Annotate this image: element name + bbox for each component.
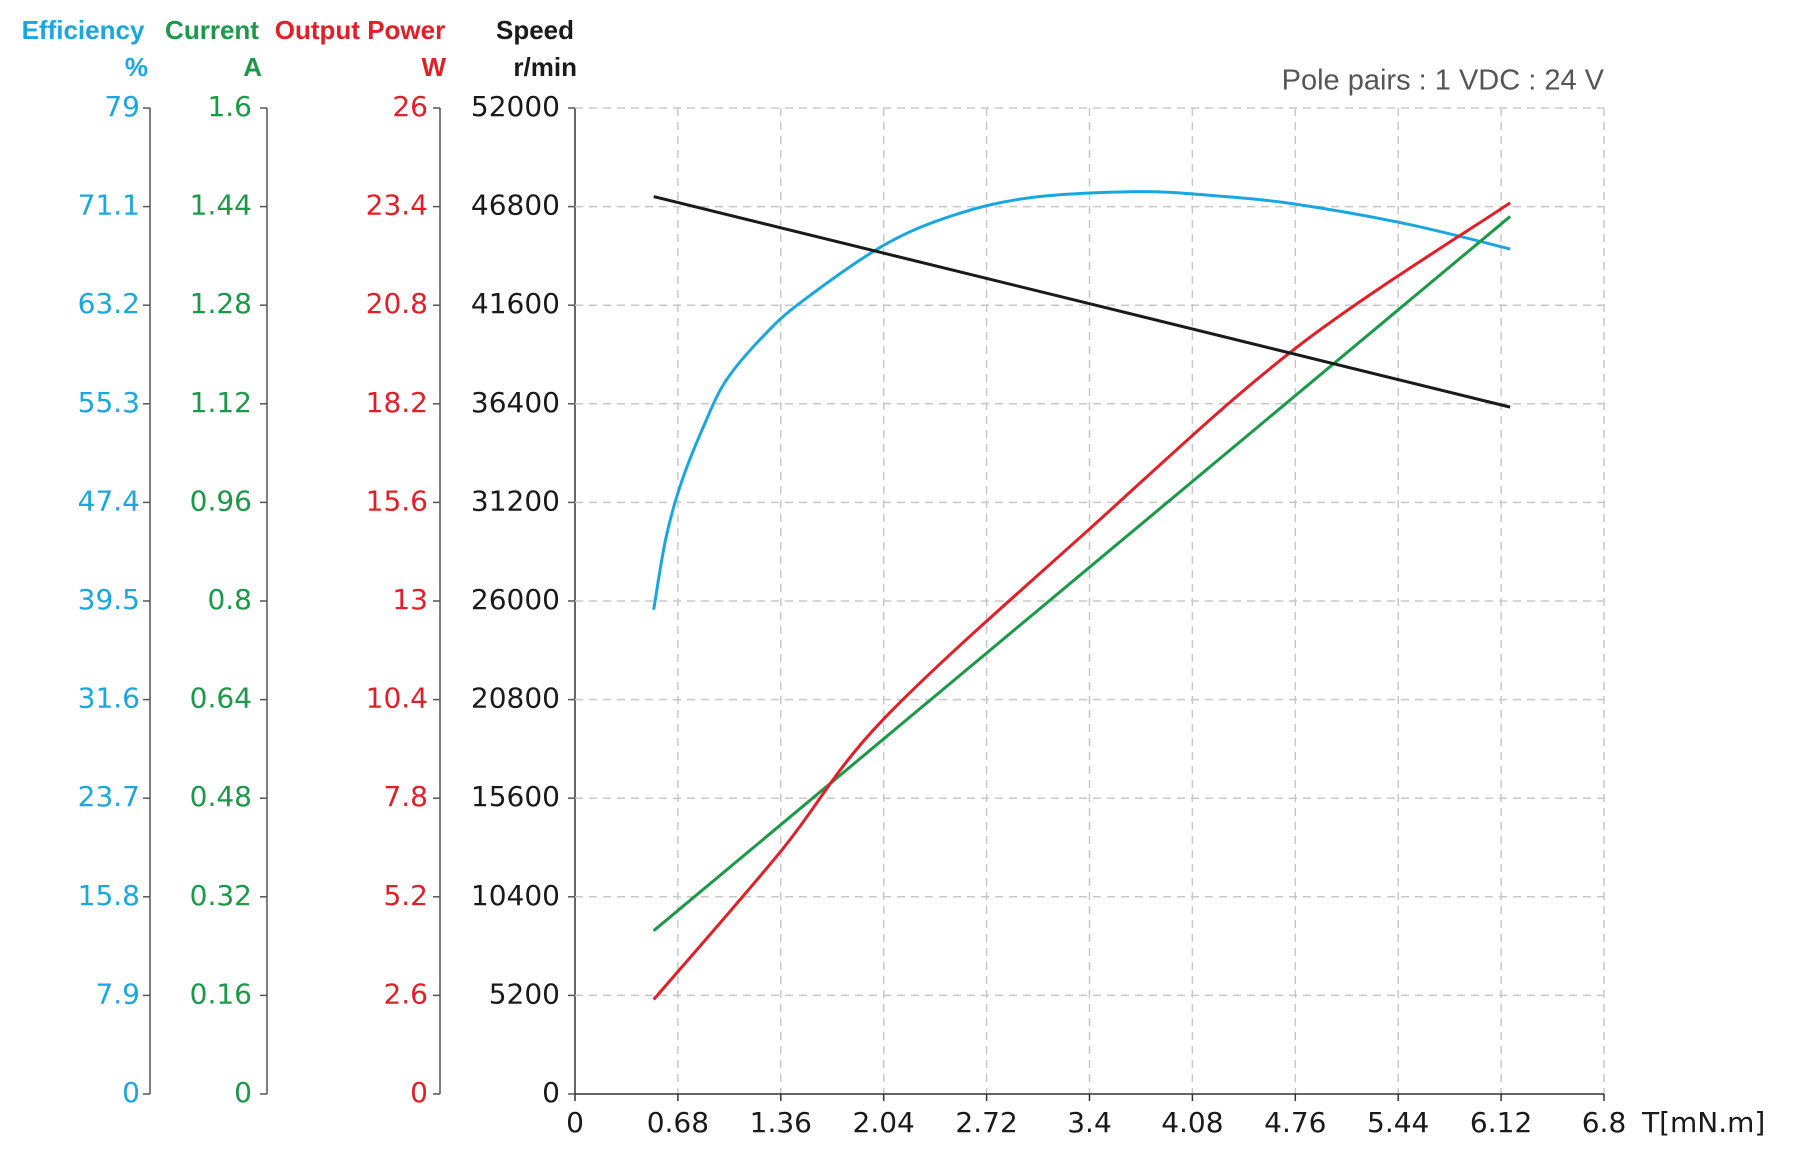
axis-title: Speed [496, 15, 574, 45]
y-tick-label: 26 [392, 90, 428, 123]
axis-title: Efficiency [22, 15, 145, 45]
series-line [652, 215, 1512, 932]
y-tick-label: 1.28 [190, 287, 252, 320]
axis-unit: % [125, 52, 148, 82]
y-tick-label: 26000 [471, 583, 560, 616]
y-tick-label: 0 [234, 1076, 252, 1109]
series-line [652, 201, 1512, 1001]
y-tick-label: 0.8 [207, 583, 252, 616]
annotation: Pole pairs : 1 VDC : 24 V [1282, 65, 1605, 97]
y-tick-label: 0.16 [190, 977, 252, 1010]
axis-title: Current [165, 15, 259, 45]
x-tick-label: 1.36 [750, 1106, 812, 1139]
x-tick-label: 0.68 [647, 1106, 709, 1139]
y-tick-label: 7.9 [95, 977, 140, 1010]
x-tick-label: 6.8 [1582, 1106, 1627, 1139]
y-tick-label: 31.6 [78, 682, 140, 715]
y-tick-label: 13 [392, 583, 428, 616]
y-tick-label: 52000 [471, 90, 560, 123]
y-tick-label: 1.12 [190, 386, 252, 419]
axis-unit: r/min [513, 52, 577, 82]
y-tick-label: 47.4 [78, 484, 140, 517]
y-tick-label: 23.4 [366, 189, 428, 222]
x-tick-label: 6.12 [1470, 1106, 1532, 1139]
y-tick-label: 18.2 [366, 386, 428, 419]
x-tick-label: 4.76 [1264, 1106, 1326, 1139]
y-tick-label: 20800 [471, 682, 560, 715]
y-tick-label: 0.48 [190, 780, 252, 813]
y-tick-label: 1.44 [190, 189, 252, 222]
y-tick-label: 0.96 [190, 484, 252, 517]
x-tick-label: 3.4 [1067, 1106, 1112, 1139]
y-tick-label: 31200 [471, 484, 560, 517]
y-tick-label: 0 [542, 1076, 560, 1109]
series-line [653, 195, 1511, 409]
y-tick-label: 5200 [489, 977, 560, 1010]
series-line [652, 190, 1511, 610]
y-tick-label: 0 [122, 1076, 140, 1109]
x-tick-label: 2.04 [853, 1106, 915, 1139]
y-tick-label: 15600 [471, 780, 560, 813]
y-tick-label: 23.7 [78, 780, 140, 813]
y-tick-label: 63.2 [78, 287, 140, 320]
x-tick-label: 5.44 [1367, 1106, 1429, 1139]
y-tick-label: 0 [410, 1076, 428, 1109]
y-tick-label: 1.6 [207, 90, 252, 123]
y-tick-label: 71.1 [78, 189, 140, 222]
axis-title: Output Power [275, 15, 445, 45]
y-tick-label: 39.5 [78, 583, 140, 616]
x-axis-label: T[mN.m] [1641, 1106, 1765, 1139]
y-tick-label: 20.8 [366, 287, 428, 320]
y-tick-label: 41600 [471, 287, 560, 320]
y-tick-label: 46800 [471, 189, 560, 222]
y-tick-label: 0.64 [190, 682, 252, 715]
x-tick-label: 4.08 [1161, 1106, 1223, 1139]
y-tick-label: 36400 [471, 386, 560, 419]
y-tick-label: 10400 [471, 879, 560, 912]
y-tick-label: 0.32 [190, 879, 252, 912]
y-tick-label: 15.6 [366, 484, 428, 517]
x-tick-label: 2.72 [955, 1106, 1017, 1139]
y-tick-label: 79 [104, 90, 140, 123]
axis-unit: W [421, 52, 446, 82]
y-tick-label: 7.8 [383, 780, 428, 813]
y-tick-label: 55.3 [78, 386, 140, 419]
x-tick-label: 0 [566, 1106, 584, 1139]
axis-unit: A [243, 52, 262, 82]
y-tick-label: 15.8 [78, 879, 140, 912]
y-tick-label: 2.6 [383, 977, 428, 1010]
y-tick-label: 5.2 [383, 879, 428, 912]
y-tick-label: 10.4 [366, 682, 428, 715]
